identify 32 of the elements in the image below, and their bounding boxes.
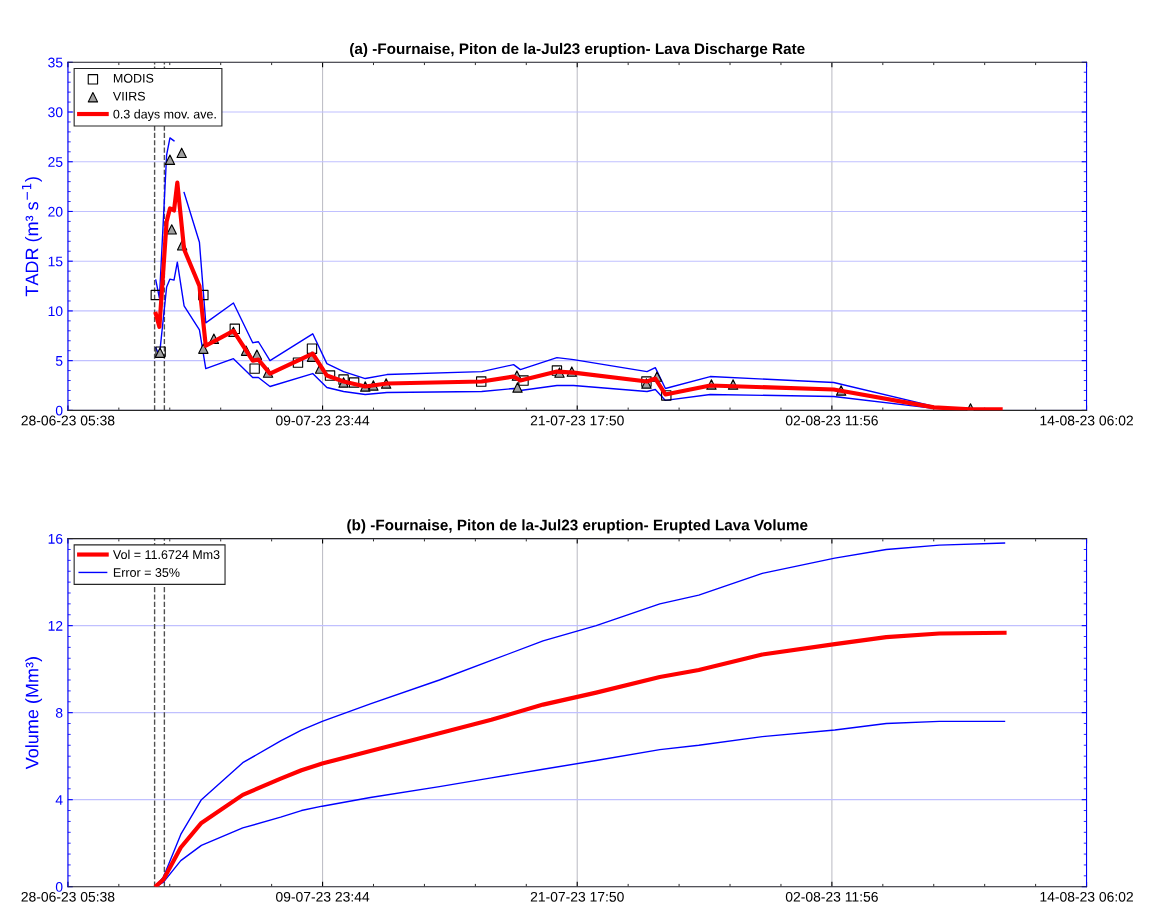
chart-title: (a) -Fournaise, Piton de la-Jul23 eruption- Lava Discharge Rate (350, 42, 805, 58)
x-tick-label: 09-07-23 23:44 (276, 891, 370, 902)
y-tick-label: 25 (48, 157, 63, 167)
x-tick-label: 09-07-23 23:44 (276, 415, 370, 426)
y-axis-title: TADR (m³ s$^{−1}$) (22, 177, 42, 297)
legend-label: 0.3 days mov. ave. (113, 109, 216, 121)
y-tick-label: 0 (55, 405, 63, 416)
x-tick-label: 28-06-23 05:38 (21, 415, 115, 426)
y-tick-label: 10 (48, 306, 63, 317)
x-tick-label: 21-07-23 17:50 (530, 415, 624, 426)
y-tick-label: 16 (48, 533, 63, 544)
legend-label: VIIRS (112, 91, 145, 101)
chart-title: (b) -Fournaise, Piton de la-Jul23 eruption- Erupted Lava Volume (347, 519, 808, 534)
legend-label: MODIS (113, 73, 154, 83)
x-tick-label: 14-08-23 06:02 (1040, 415, 1133, 426)
y-tick-label: 20 (48, 206, 63, 217)
x-tick-label: 02-08-23 11:56 (785, 415, 878, 426)
y-tick-label: 4 (55, 795, 63, 805)
x-tick-label: 02-08-23 11:56 (785, 891, 878, 902)
y-tick-label: 35 (48, 57, 63, 68)
y-tick-label: 8 (55, 707, 63, 718)
x-tick-label: 14-08-23 06:02 (1040, 891, 1133, 902)
legend-label: Error = 35% (113, 568, 180, 577)
x-tick-label: 21-07-23 17:50 (530, 891, 624, 902)
legend-label: Vol = 11.6724 Mm3 (112, 549, 220, 560)
y-tick-label: 30 (48, 107, 63, 118)
x-tick-label: 28-06-23 05:38 (21, 891, 115, 902)
y-tick-label: 12 (48, 620, 63, 631)
y-axis-title: Volume (Mm³) (25, 657, 43, 770)
y-tick-label: 15 (48, 256, 63, 267)
y-tick-label: 5 (55, 356, 63, 366)
y-tick-label: 0 (55, 882, 63, 892)
